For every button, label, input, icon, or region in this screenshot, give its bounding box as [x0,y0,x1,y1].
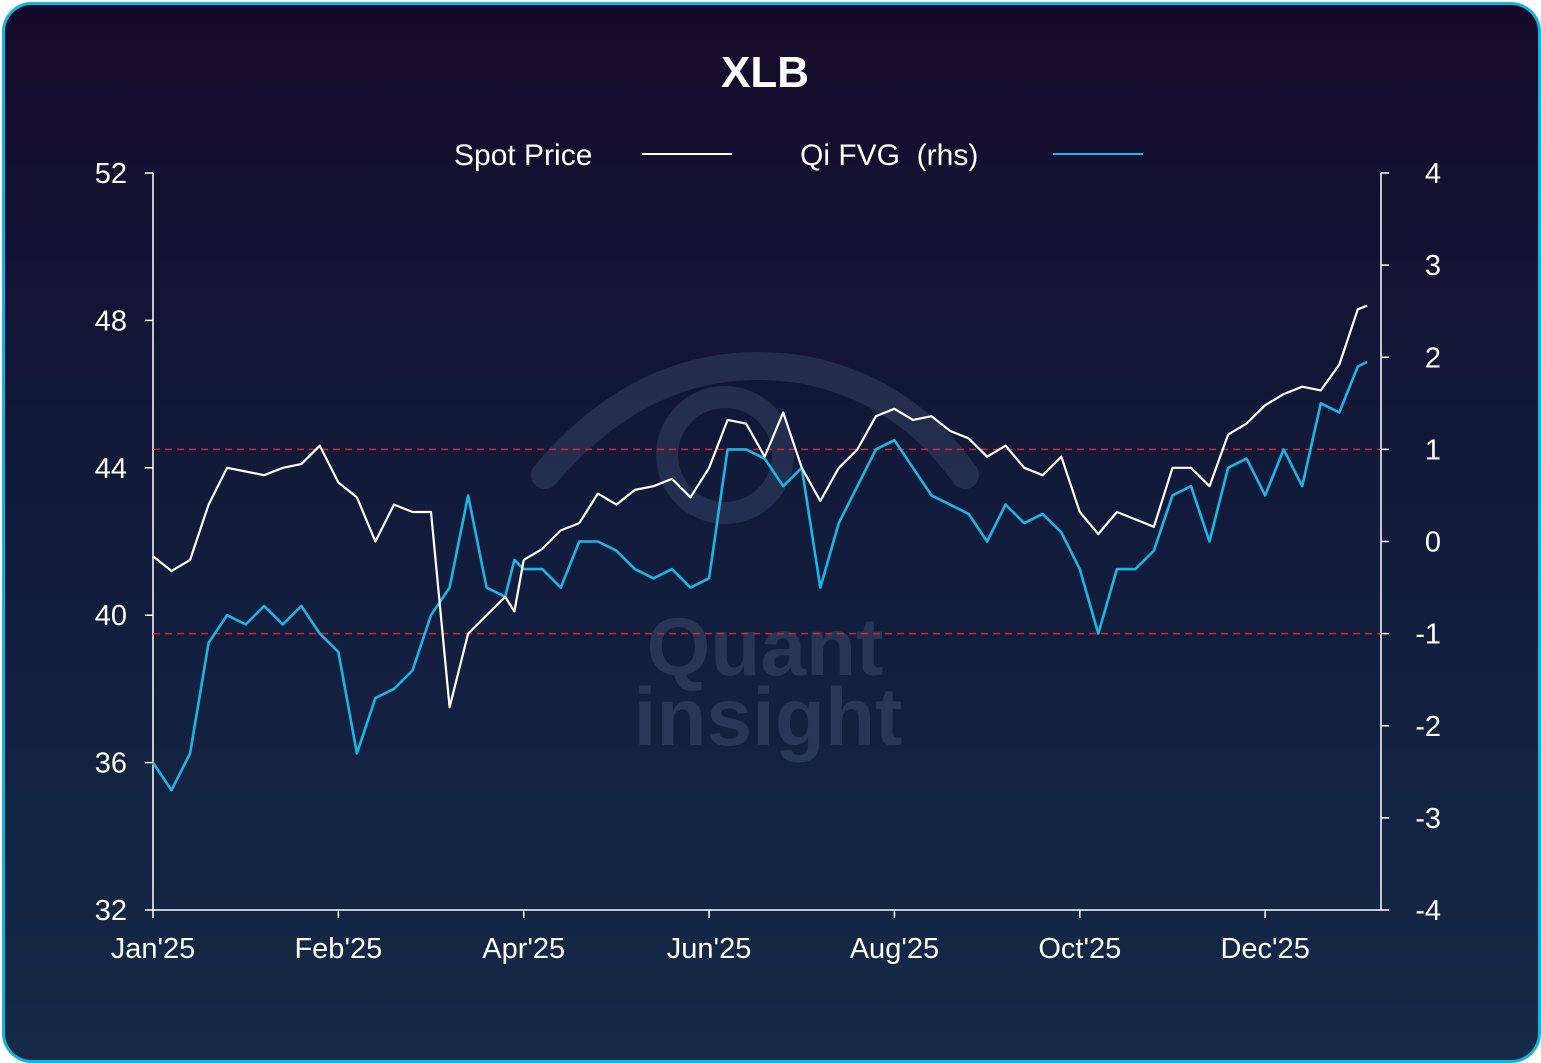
y-left-tick-label: 44 [95,453,127,485]
y-right-tick-label: -4 [1415,895,1441,927]
x-tick-label: Apr'25 [482,933,565,965]
watermark-text-quant: Quant [647,602,884,693]
axes: 32 36 40 44 48 52 -4 -3 -2 -1 0 1 2 3 4 Jan'25 Feb'25 Apr… [95,158,1441,965]
x-tick-label: Jun'25 [667,933,752,965]
watermark: Quant insight [531,351,979,763]
legend: Spot Price Qi FVG (rhs) [454,139,1143,172]
y-right-tick-label: 1 [1425,434,1441,466]
series-line-spot-price [152,304,1368,709]
y-left-tick-label: 32 [95,895,127,927]
y-right-tick-label: 3 [1425,250,1441,282]
y-right-tick-label: -3 [1415,803,1441,835]
x-tick-label: Dec'25 [1220,933,1309,965]
series-line-qi-fvg [151,360,1368,792]
y-right-tick-label: 0 [1425,527,1441,559]
y-left-tick-label: 52 [95,158,127,190]
x-tick-label: Aug'25 [850,933,939,965]
x-tick-label: Oct'25 [1038,933,1121,965]
y-right-tick-label: 4 [1425,158,1441,190]
y-left-tick-label: 40 [95,600,127,632]
y-left-tick-label: 36 [95,748,127,780]
watermark-text-insight: insight [634,672,903,763]
x-tick-label: Feb'25 [294,933,382,965]
series-layer [151,304,1368,792]
legend-label-spot-price: Spot Price [454,139,592,172]
chart-svg: Quant insight XLB Spot Price Qi FVG (rhs… [95,48,1441,965]
chart-title: XLB [721,48,809,97]
legend-label-qi-fvg: Qi FVG (rhs) [800,139,978,172]
y-right-tick-label: 2 [1425,342,1441,374]
y-right-tick-label: -1 [1415,619,1441,651]
y-right-tick-label: -2 [1415,711,1441,743]
y-left-tick-label: 48 [95,305,127,337]
x-tick-label: Jan'25 [111,933,196,965]
